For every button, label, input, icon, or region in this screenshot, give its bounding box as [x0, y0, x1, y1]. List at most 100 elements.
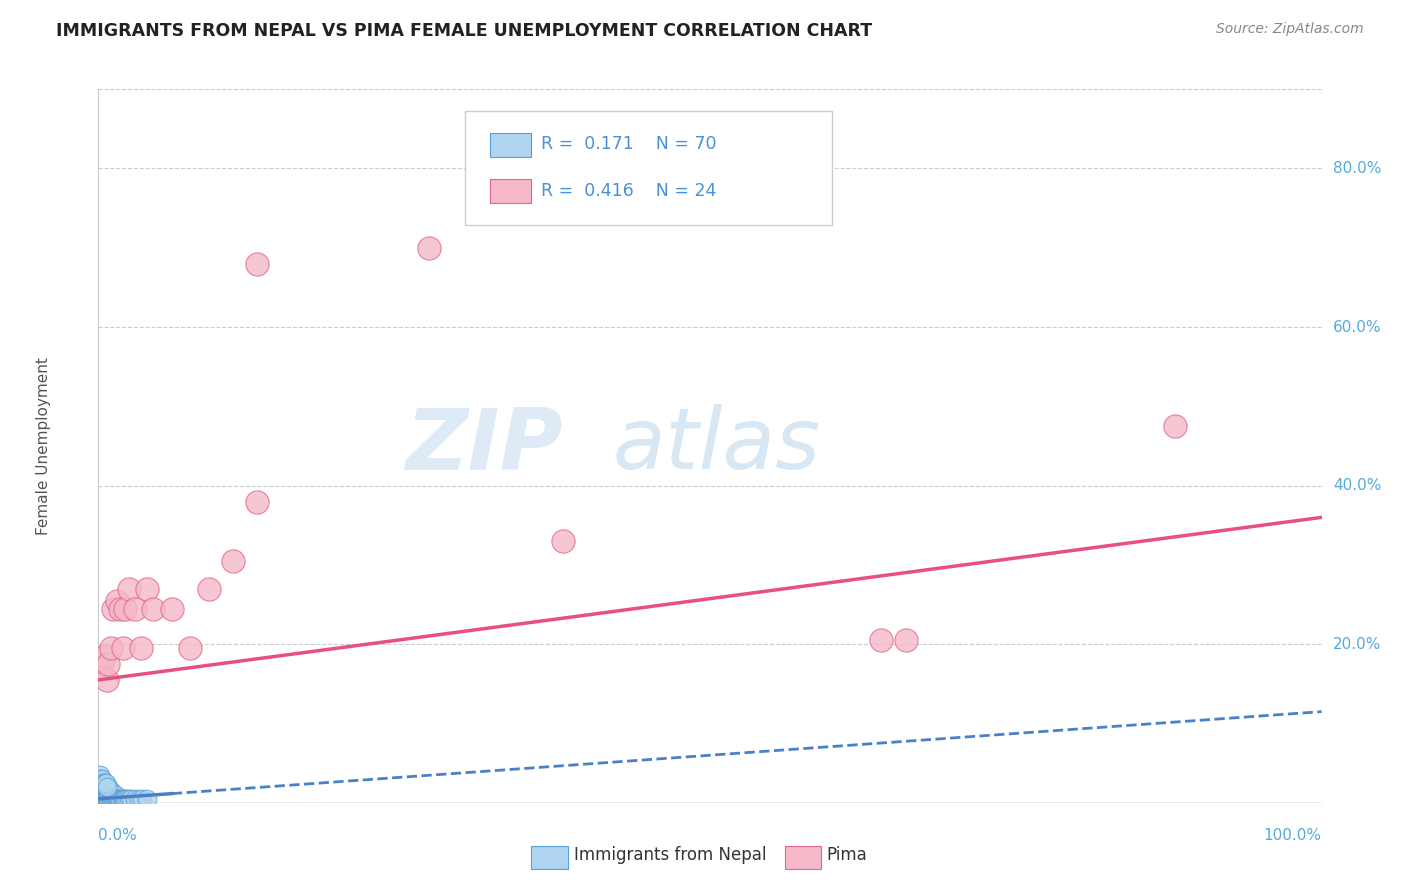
Point	[136, 582, 159, 596]
Point	[105, 792, 128, 806]
Point	[93, 649, 115, 664]
Point	[124, 792, 146, 806]
Point	[111, 792, 134, 806]
Point	[93, 783, 115, 797]
Point	[91, 788, 114, 802]
Text: 60.0%: 60.0%	[1333, 319, 1381, 334]
Text: R =  0.416    N = 24: R = 0.416 N = 24	[541, 182, 717, 200]
Text: 100.0%: 100.0%	[1264, 828, 1322, 843]
Point	[118, 582, 141, 596]
Text: Pima: Pima	[827, 847, 868, 864]
Point	[94, 776, 117, 790]
Point	[142, 601, 165, 615]
Point	[97, 784, 120, 798]
Point	[101, 792, 124, 806]
Point	[89, 772, 111, 786]
Point	[97, 780, 120, 794]
Point	[89, 768, 111, 782]
Point	[107, 792, 129, 806]
Point	[1164, 419, 1187, 434]
Point	[100, 788, 122, 802]
Point	[91, 780, 114, 794]
Point	[93, 792, 115, 806]
Point	[197, 582, 219, 596]
Point	[97, 788, 120, 802]
Point	[97, 657, 120, 671]
Point	[104, 788, 127, 802]
Point	[418, 241, 440, 255]
Text: R =  0.171    N = 70: R = 0.171 N = 70	[541, 136, 717, 153]
Point	[91, 776, 114, 790]
Point	[90, 780, 112, 794]
Point	[96, 788, 118, 802]
Point	[110, 792, 132, 806]
Point	[96, 784, 118, 798]
Point	[97, 792, 120, 806]
Point	[108, 792, 131, 806]
Point	[94, 785, 117, 799]
Point	[94, 788, 117, 802]
Point	[101, 601, 124, 615]
Point	[104, 792, 127, 806]
Point	[93, 776, 115, 790]
Text: Female Unemployment: Female Unemployment	[37, 357, 51, 535]
Point	[114, 792, 136, 806]
Point	[90, 784, 112, 798]
Point	[160, 601, 183, 615]
Point	[100, 641, 122, 656]
Point	[128, 792, 150, 806]
Point	[94, 781, 117, 796]
Point	[91, 772, 114, 786]
Point	[553, 534, 575, 549]
Point	[91, 792, 114, 806]
Text: 20.0%: 20.0%	[1333, 637, 1381, 652]
Text: atlas: atlas	[612, 404, 820, 488]
Point	[91, 792, 114, 806]
Point	[100, 784, 122, 798]
FancyBboxPatch shape	[489, 179, 531, 203]
Point	[111, 792, 134, 806]
Point	[101, 788, 124, 802]
Point	[98, 792, 121, 806]
Point	[105, 593, 128, 607]
Point	[93, 780, 115, 794]
Point	[112, 792, 135, 806]
Point	[89, 792, 111, 806]
Point	[93, 786, 115, 800]
Point	[101, 792, 124, 806]
Point	[103, 792, 125, 806]
Point	[115, 792, 138, 806]
Text: 80.0%: 80.0%	[1333, 161, 1381, 176]
Text: ZIP: ZIP	[405, 404, 564, 488]
Point	[894, 633, 917, 648]
Point	[101, 788, 124, 802]
Point	[91, 784, 114, 798]
Point	[90, 792, 112, 806]
Point	[94, 792, 117, 806]
Point	[91, 776, 114, 790]
Point	[129, 641, 152, 656]
Point	[90, 772, 112, 786]
Point	[111, 641, 134, 656]
Point	[246, 257, 269, 271]
Point	[91, 784, 114, 798]
Text: Immigrants from Nepal: Immigrants from Nepal	[574, 847, 766, 864]
Text: 40.0%: 40.0%	[1333, 478, 1381, 493]
Point	[136, 792, 159, 806]
Point	[114, 601, 136, 615]
Point	[124, 601, 146, 615]
Text: IMMIGRANTS FROM NEPAL VS PIMA FEMALE UNEMPLOYMENT CORRELATION CHART: IMMIGRANTS FROM NEPAL VS PIMA FEMALE UNE…	[56, 22, 872, 40]
Point	[93, 789, 115, 804]
Point	[100, 792, 122, 806]
Point	[96, 673, 118, 687]
Text: Source: ZipAtlas.com: Source: ZipAtlas.com	[1216, 22, 1364, 37]
Point	[89, 784, 111, 798]
Point	[118, 792, 141, 806]
Point	[98, 788, 121, 802]
Point	[96, 792, 118, 806]
FancyBboxPatch shape	[465, 111, 832, 225]
Point	[91, 657, 114, 671]
Text: 0.0%: 0.0%	[98, 828, 138, 843]
Point	[90, 788, 112, 802]
Point	[89, 788, 111, 802]
